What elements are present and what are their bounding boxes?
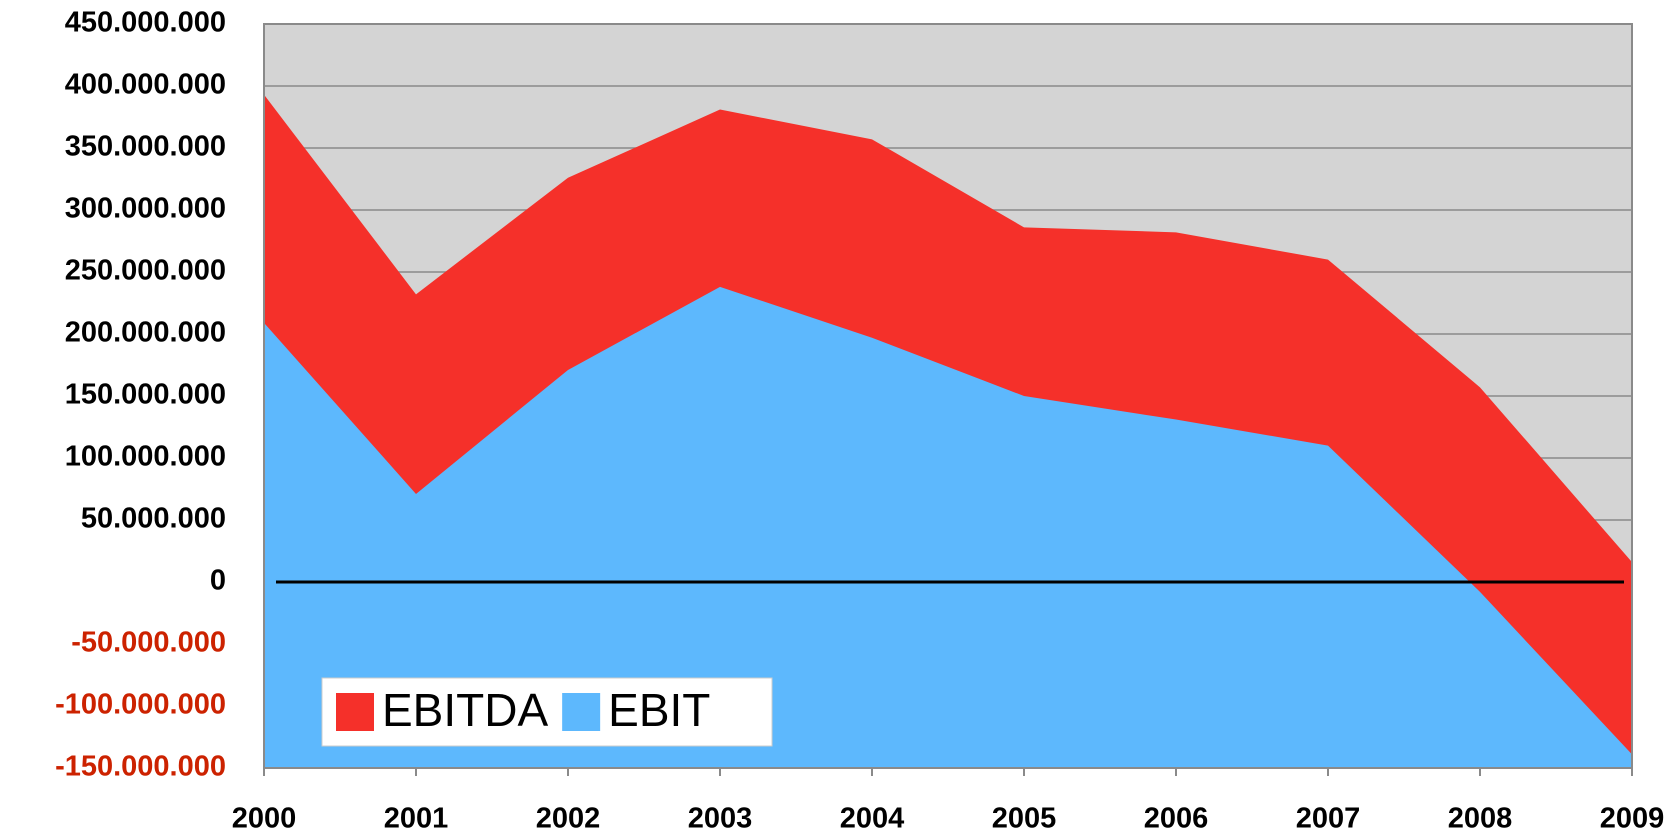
x-tick-label: 2006	[1144, 803, 1209, 835]
y-tick-label: -100.000.000	[55, 689, 226, 721]
y-tick-label: 50.000.000	[81, 503, 226, 535]
x-tick-label: 2007	[1296, 803, 1361, 835]
y-tick-label: 150.000.000	[65, 379, 226, 411]
plot-border	[263, 23, 1633, 769]
y-tick-label: 250.000.000	[65, 255, 226, 287]
y-tick-label: 450.000.000	[65, 7, 226, 39]
legend-label: EBIT	[608, 684, 710, 736]
y-tick-label: 100.000.000	[65, 441, 226, 473]
y-tick-label: 300.000.000	[65, 193, 226, 225]
legend-box	[321, 677, 773, 747]
x-tick-label: 2005	[992, 803, 1057, 835]
legend: EBITDA EBIT	[321, 677, 773, 747]
x-tick-label: 2004	[840, 803, 905, 835]
x-tick-label: 2009	[1600, 803, 1665, 835]
x-tick-label: 2003	[688, 803, 753, 835]
x-tick-label: 2001	[384, 803, 449, 835]
x-tick-label: 2002	[536, 803, 601, 835]
y-tick-label: 0	[210, 565, 226, 597]
legend-swatch	[562, 693, 601, 731]
y-tick-label: 200.000.000	[65, 317, 226, 349]
y-tick-label: -150.000.000	[55, 751, 226, 783]
x-tick-label: 2008	[1448, 803, 1513, 835]
y-tick-label: -50.000.000	[71, 627, 226, 659]
area	[264, 286, 1632, 768]
legend-label: EBITDA	[382, 684, 548, 736]
y-tick-label: 350.000.000	[65, 131, 226, 163]
y-tick-label: 400.000.000	[65, 69, 226, 101]
x-tick-label: 2000	[232, 803, 297, 835]
legend-swatch	[336, 693, 374, 731]
